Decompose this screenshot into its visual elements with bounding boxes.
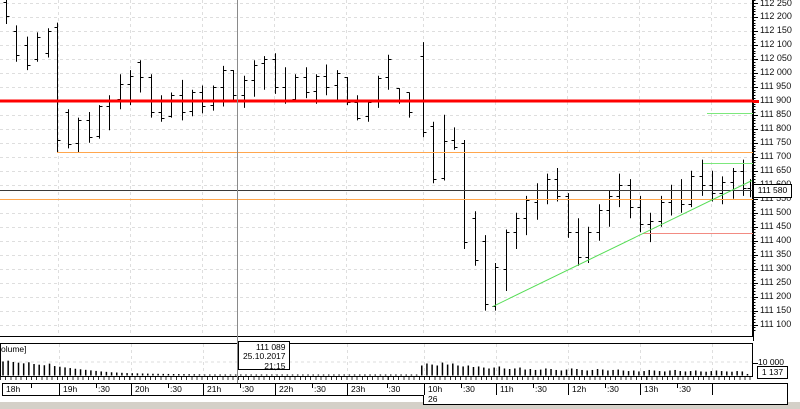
price-plot: [0, 0, 753, 336]
price-axis-label: 111 250: [760, 277, 792, 288]
price-axis-label: 111 150: [760, 305, 792, 316]
half-hour-tick: [168, 384, 169, 388]
time-axis[interactable]: 18h 19h:30 20h:30 21h:30 22h:30 23h:30 10h:30 1…: [2, 383, 788, 396]
time-cell-21h: 21h :30: [203, 384, 276, 395]
price-axis-label: 111 700: [760, 151, 792, 162]
half-hour-label: :30: [388, 384, 401, 394]
price-axis-label: 111 650: [760, 165, 792, 176]
half-hour-label: :30: [535, 384, 547, 394]
time-cell-19h: 19h :30: [59, 384, 132, 395]
price-axis-label: 111 550: [760, 193, 792, 204]
price-axis-label: 112 250: [760, 0, 792, 8]
red-level-axis-tick: [753, 100, 759, 103]
half-hour-tick: [677, 384, 678, 388]
price-axis-label: 111 450: [760, 221, 792, 232]
half-hour-tick: [240, 384, 241, 388]
half-hour-label: :30: [242, 384, 254, 394]
tooltip-price: 111 089: [256, 342, 286, 352]
time-cell-12h: 12h :30: [568, 384, 641, 395]
hour-label: 13h: [644, 384, 659, 394]
time-cell-10h: 10h :30: [424, 384, 497, 395]
volume-plot: [1, 344, 752, 376]
price-axis-label: 111 300: [760, 263, 792, 274]
price-axis-label: 112 000: [760, 67, 792, 78]
current-price-box: 111 580: [753, 183, 792, 198]
half-hour-label: :30: [170, 384, 182, 394]
half-hour-label: :30: [98, 384, 110, 394]
day-row: 26: [423, 395, 788, 405]
hour-label: 21h: [207, 384, 222, 394]
time-cell-22h: 22h :30: [275, 384, 348, 395]
time-cell-20h: 20h :30: [131, 384, 204, 395]
half-hour-tick: [533, 384, 534, 388]
price-axis-label: 111 350: [760, 249, 792, 260]
price-axis-label: 111 750: [760, 137, 792, 148]
price-axis-label: 111 200: [760, 291, 792, 302]
half-hour-label: :30: [679, 384, 691, 394]
ohlc-bars: [3, 0, 753, 311]
price-axis[interactable]: 112 250 112 200 112 150 112 100 112 050 112 0…: [753, 0, 800, 341]
hour-label: 11h: [500, 384, 514, 394]
time-cell-18h: 18h: [3, 384, 59, 395]
day-label: 26: [428, 394, 438, 404]
price-axis-label: 111 850: [760, 109, 792, 120]
hour-label: 22h: [279, 384, 294, 394]
time-cell-23h: 23h :30: [347, 384, 425, 395]
half-hour-tick: [605, 384, 606, 388]
price-axis-label: 111 400: [760, 235, 792, 246]
tooltip-time: 21:15: [264, 360, 286, 371]
volume-panel[interactable]: [0, 343, 753, 377]
price-chart-area[interactable]: [0, 0, 753, 337]
current-volume-box: 1 137: [757, 366, 788, 379]
half-hour-tick: [31, 384, 32, 388]
hour-label: 12h: [572, 384, 587, 394]
price-axis-label: 111 900: [760, 95, 792, 106]
hour-label: 18h: [6, 384, 21, 394]
price-axis-label: 112 100: [760, 39, 792, 50]
price-axis-label: 111 500: [760, 207, 792, 218]
hour-label: 20h: [135, 384, 150, 394]
half-hour-label: :30: [463, 384, 475, 394]
window-bottom-chrome: [0, 402, 800, 409]
price-axis-label: 112 150: [760, 25, 792, 36]
time-cell-13h: 13h :30: [640, 384, 713, 395]
volume-scale-tick: [753, 363, 758, 364]
hour-label: 23h: [351, 384, 366, 394]
trendline-support[interactable]: [492, 180, 753, 307]
time-cell-11h: 11h :30: [496, 384, 569, 395]
half-hour-label: :30: [314, 384, 326, 394]
crosshair-vertical-line: [237, 0, 238, 383]
price-axis-label: 111 100: [760, 319, 792, 330]
hour-label: 10h: [428, 384, 443, 394]
half-hour-tick: [386, 384, 388, 388]
half-hour-tick: [461, 384, 462, 388]
time-minor-ticks: [0, 377, 753, 380]
price-axis-label: 112 200: [760, 11, 792, 22]
half-hour-tick: [312, 384, 313, 388]
half-hour-tick: [96, 384, 97, 388]
time-cell-blank: [712, 384, 790, 395]
hour-label: 19h: [63, 384, 78, 394]
volume-scale-label: 10 000: [758, 357, 784, 367]
half-hour-label: :30: [607, 384, 619, 394]
price-axis-label: 111 950: [760, 81, 792, 92]
price-axis-label: 112 050: [760, 53, 792, 64]
price-axis-label: 111 800: [760, 123, 792, 134]
tooltip-date: 25.10.2017: [242, 351, 286, 362]
volume-panel-label: olume]: [1, 344, 27, 354]
crosshair-tooltip: 111 089 25.10.2017 21:15: [237, 341, 290, 371]
